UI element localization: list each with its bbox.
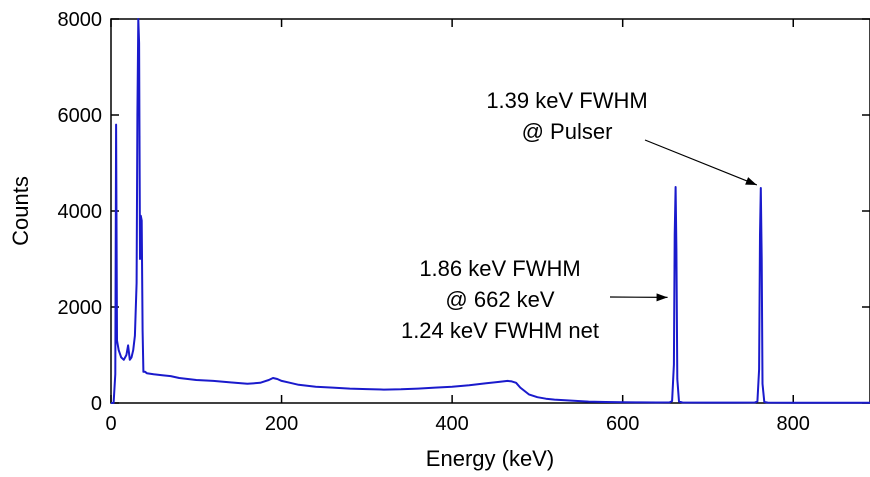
- x-tick-label: 0: [105, 413, 116, 435]
- annotation-arrow-line: [644, 139, 758, 186]
- annotation: 1.39 keV FWHM @ Pulser: [486, 88, 758, 186]
- annotation-text: @ 662 keV: [445, 287, 554, 312]
- annotation-text: 1.86 keV FWHM: [419, 256, 580, 281]
- y-tick-label: 2000: [58, 297, 103, 319]
- y-tick-label: 0: [91, 393, 102, 415]
- annotations: 1.39 keV FWHM @ Pulser 1.86 keV FWHM @ 662 …: [401, 88, 758, 343]
- y-tick-label: 8000: [58, 9, 103, 31]
- y-tick-label: 6000: [58, 105, 103, 127]
- y-tick-label: 4000: [58, 201, 103, 223]
- x-tick-label: 600: [606, 413, 639, 435]
- spectrum-line: [111, 18, 870, 404]
- x-tick-label: 800: [777, 413, 810, 435]
- annotation-text: 1.24 keV FWHM net: [401, 318, 599, 343]
- annotation-arrowhead: [745, 177, 757, 185]
- axes: [110, 18, 870, 404]
- plot-frame: [110, 18, 870, 404]
- annotation-arrowhead: [656, 293, 668, 302]
- y-axis-title: Counts: [8, 176, 33, 246]
- ticks: [110, 18, 870, 404]
- annotation-text: 1.39 keV FWHM: [486, 88, 647, 113]
- annotation-text: @ Pulser: [522, 119, 613, 144]
- x-axis-title: Energy (keV): [426, 446, 554, 471]
- annotation: 1.86 keV FWHM @ 662 keV 1.24 keV FWHM net: [401, 256, 668, 343]
- x-tick-label: 200: [265, 413, 298, 435]
- x-tick-label: 400: [435, 413, 468, 435]
